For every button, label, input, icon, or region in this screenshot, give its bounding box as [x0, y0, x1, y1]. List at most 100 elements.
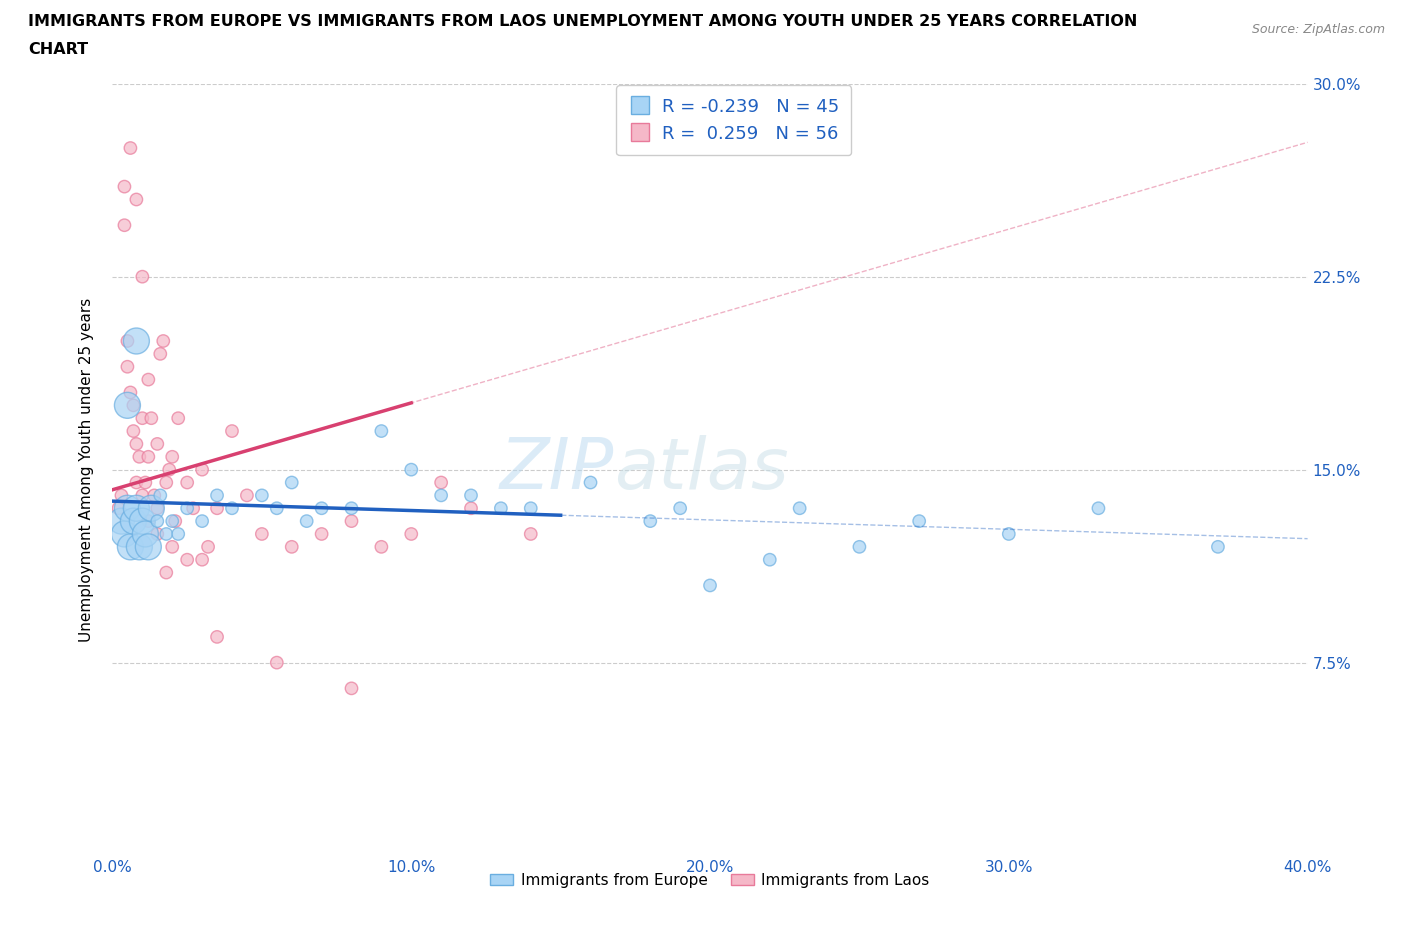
Point — [759, 552, 782, 567]
Point — [460, 488, 482, 503]
Text: IMMIGRANTS FROM EUROPE VS IMMIGRANTS FROM LAOS UNEMPLOYMENT AMONG YOUTH UNDER 25: IMMIGRANTS FROM EUROPE VS IMMIGRANTS FRO… — [28, 14, 1137, 29]
Point — [149, 347, 172, 362]
Point — [125, 192, 148, 206]
Point — [120, 140, 142, 155]
Point — [176, 500, 198, 515]
Point — [131, 488, 153, 503]
Point — [117, 398, 139, 413]
Point — [295, 513, 318, 528]
Point — [162, 513, 183, 528]
Point — [125, 500, 148, 515]
Point — [117, 500, 139, 515]
Point — [789, 500, 811, 515]
Point — [134, 526, 156, 541]
Point — [155, 526, 177, 541]
Point — [998, 526, 1021, 541]
Point — [250, 488, 273, 503]
Point — [125, 436, 148, 451]
Point — [205, 630, 228, 644]
Point — [134, 475, 156, 490]
Point — [266, 656, 288, 671]
Point — [1206, 539, 1229, 554]
Point — [489, 500, 512, 515]
Point — [122, 398, 145, 413]
Point — [167, 411, 190, 426]
Point — [181, 500, 204, 515]
Point — [138, 449, 160, 464]
Point — [520, 500, 543, 515]
Point — [340, 681, 363, 696]
Point — [120, 539, 142, 554]
Point — [120, 385, 142, 400]
Point — [138, 372, 160, 387]
Point — [162, 539, 183, 554]
Point — [176, 552, 198, 567]
Point — [191, 462, 214, 477]
Point — [848, 539, 870, 554]
Point — [143, 488, 166, 503]
Point — [122, 513, 145, 528]
Point — [131, 411, 153, 426]
Point — [165, 513, 187, 528]
Point — [146, 436, 169, 451]
Point — [191, 552, 214, 567]
Point — [640, 513, 662, 528]
Point — [221, 424, 243, 439]
Legend: Immigrants from Europe, Immigrants from Laos: Immigrants from Europe, Immigrants from … — [484, 867, 936, 895]
Point — [340, 500, 363, 515]
Y-axis label: Unemployment Among Youth under 25 years: Unemployment Among Youth under 25 years — [79, 298, 94, 642]
Point — [122, 424, 145, 439]
Point — [125, 475, 148, 490]
Point — [155, 475, 177, 490]
Point — [157, 462, 180, 477]
Point — [460, 500, 482, 515]
Point — [141, 500, 163, 515]
Text: atlas: atlas — [614, 435, 789, 504]
Point — [162, 449, 183, 464]
Point — [221, 500, 243, 515]
Text: CHART: CHART — [28, 42, 89, 57]
Point — [266, 500, 288, 515]
Point — [669, 500, 692, 515]
Point — [152, 334, 174, 349]
Point — [370, 424, 392, 439]
Point — [699, 578, 721, 593]
Point — [250, 526, 273, 541]
Text: Source: ZipAtlas.com: Source: ZipAtlas.com — [1251, 23, 1385, 36]
Point — [370, 539, 392, 554]
Point — [1087, 500, 1109, 515]
Point — [138, 539, 160, 554]
Point — [908, 513, 931, 528]
Point — [146, 500, 169, 515]
Point — [128, 449, 150, 464]
Point — [311, 526, 333, 541]
Point — [149, 488, 172, 503]
Point — [155, 565, 177, 580]
Point — [125, 334, 148, 349]
Point — [141, 411, 163, 426]
Point — [146, 526, 169, 541]
Point — [114, 179, 135, 194]
Point — [131, 270, 153, 285]
Point — [128, 539, 150, 554]
Point — [205, 500, 228, 515]
Point — [176, 475, 198, 490]
Point — [430, 475, 453, 490]
Point — [146, 513, 169, 528]
Point — [281, 475, 304, 490]
Point — [110, 513, 132, 528]
Point — [197, 539, 219, 554]
Point — [430, 488, 453, 503]
Point — [311, 500, 333, 515]
Point — [191, 513, 214, 528]
Point — [117, 334, 139, 349]
Text: ZIP: ZIP — [501, 435, 614, 504]
Point — [520, 526, 543, 541]
Point — [107, 500, 129, 515]
Point — [131, 513, 153, 528]
Point — [167, 526, 190, 541]
Point — [138, 513, 160, 528]
Point — [401, 462, 423, 477]
Point — [205, 488, 228, 503]
Point — [579, 475, 602, 490]
